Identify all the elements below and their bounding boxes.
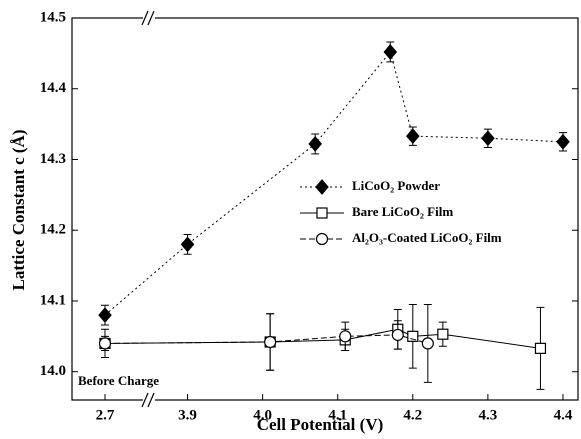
x-tick-label: 4.4 [554,407,573,423]
axis-break [141,392,149,408]
x-tick-label: 4.2 [403,407,422,423]
marker [264,335,277,349]
y-tick-label: 14.1 [40,292,66,308]
y-tick-label: 14.5 [40,9,66,25]
y-axis-label: Lattice Constant c (Å) [9,130,28,291]
plot-frame [71,17,579,401]
legend-label: Al₂O₃-Coated LiCoO₂ Film [352,230,502,245]
marker [98,337,112,350]
marker [421,337,434,350]
marker [534,342,547,354]
marker [437,328,449,340]
series-line [104,334,428,344]
axis-break [147,10,155,26]
y-tick-label: 14.4 [40,80,67,96]
marker [383,44,398,60]
axis-break [141,10,149,26]
marker [180,236,195,253]
legend-marker [315,179,329,195]
x-tick-label: 4.3 [479,407,498,423]
x-axis-label: Cell Potential (V) [257,415,384,434]
x-tick-label: 2.7 [96,407,115,423]
marker [339,330,352,343]
legend-marker [315,232,329,246]
series-line [104,328,541,349]
marker [407,330,419,342]
y-tick-label: 14.3 [40,151,66,167]
marker [556,133,570,150]
x-tick-label: 3.9 [178,407,197,423]
y-tick-label: 14.2 [40,222,66,238]
legend-label: Bare LiCoO₂ Film [352,204,453,219]
series-line [104,50,564,316]
x-tick-label: 4.1 [328,407,347,423]
marker [391,328,404,342]
marker [481,130,495,147]
y-tick-label: 14.0 [40,363,66,379]
axis-break [147,392,155,408]
legend-label: LiCoO₂ Powder [352,178,440,193]
marker [406,128,420,145]
annotation: Before Charge [78,373,159,388]
legend-marker [316,207,328,219]
marker [308,135,322,152]
x-tick-label: 4.0 [253,407,272,423]
marker [98,307,112,324]
